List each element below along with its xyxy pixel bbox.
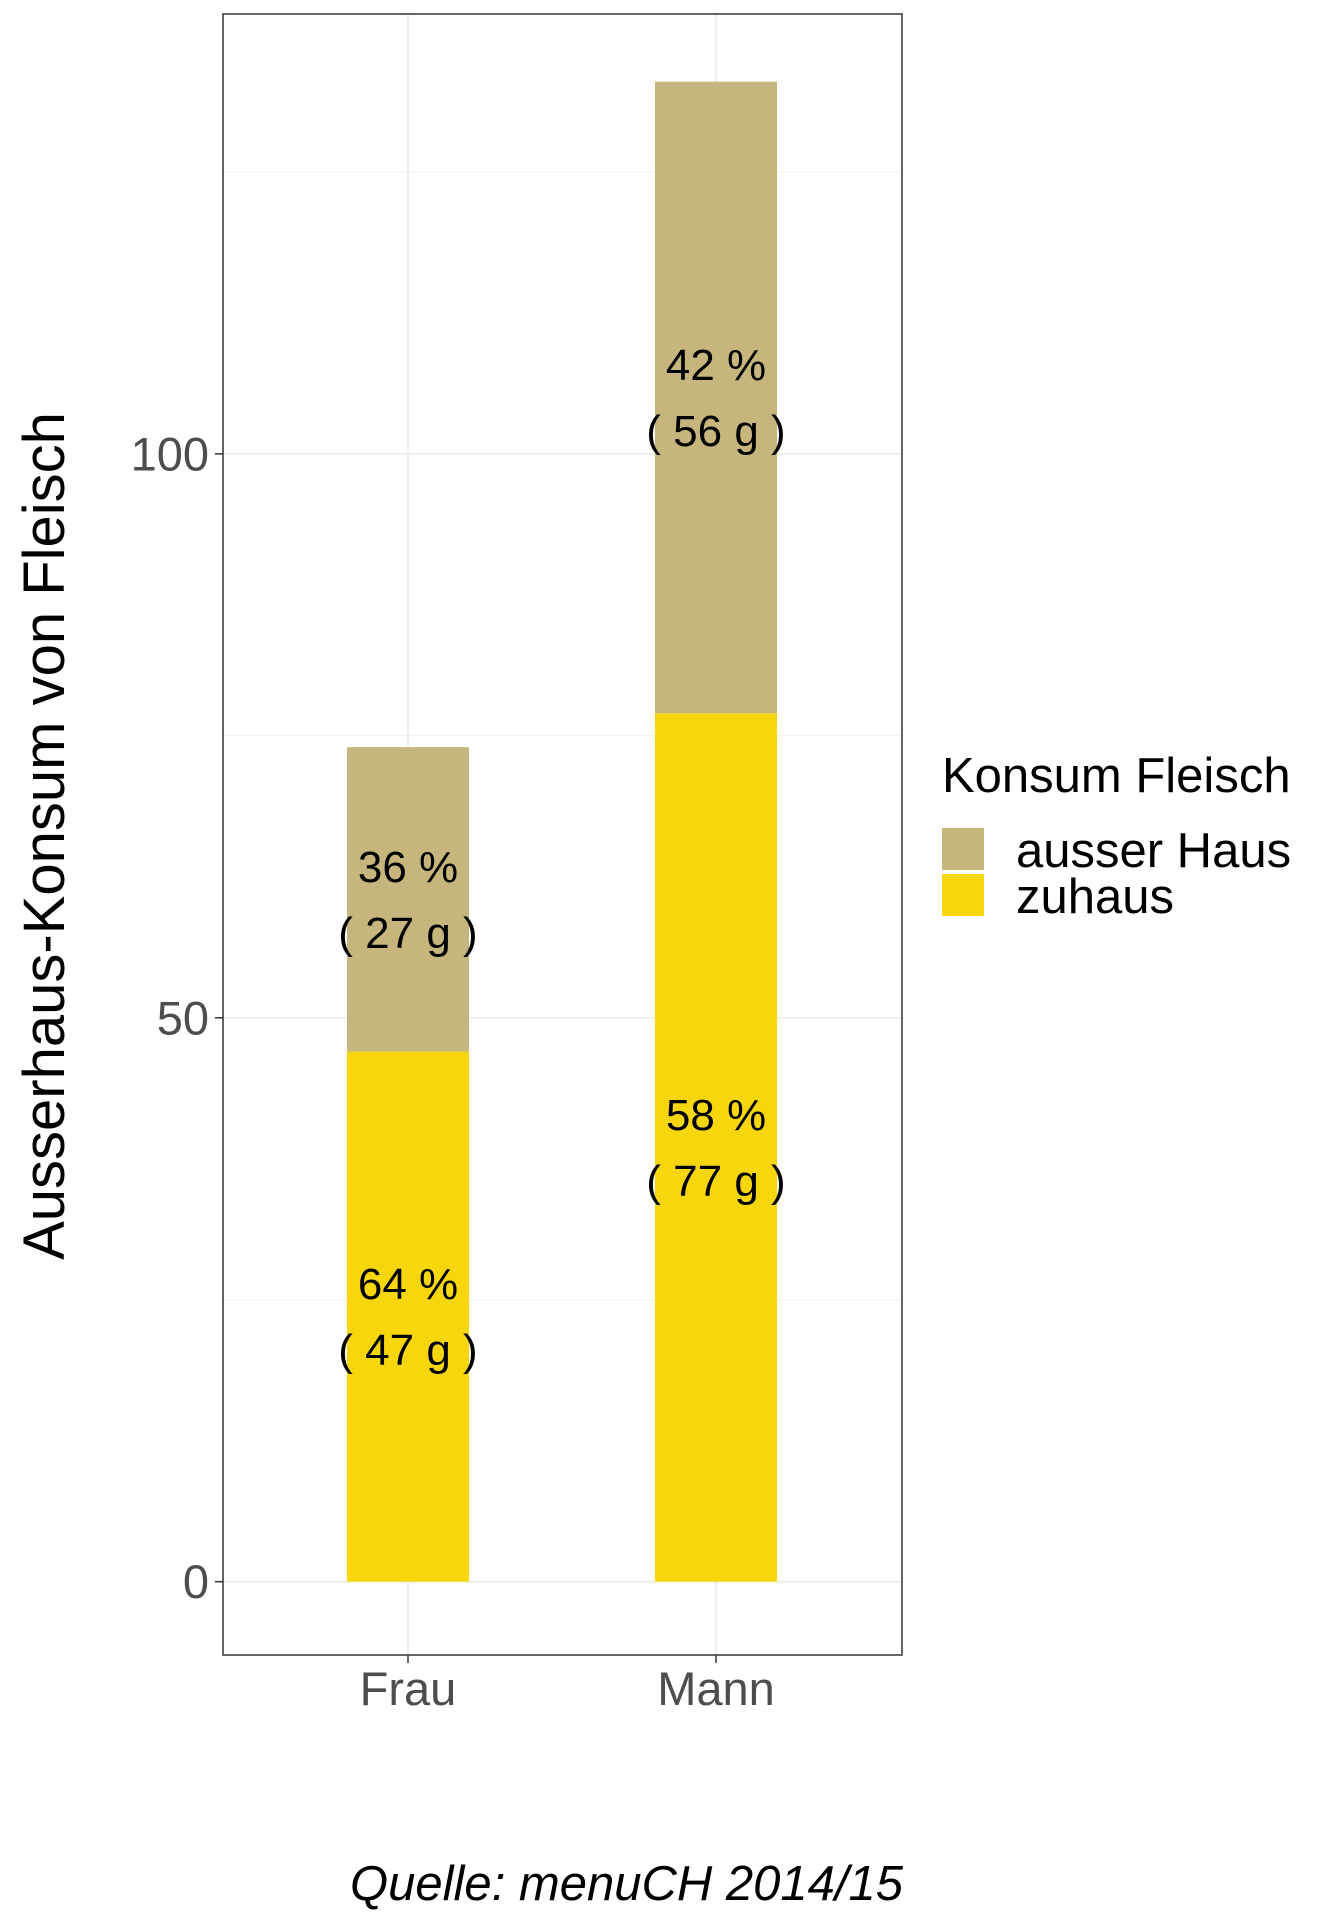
bar-labels: 64 % ( 47 g ) 36 % ( 27 g ) 58 % ( 77 g ) 42 %… (338, 341, 785, 1375)
data-label-frau-ausser-haus-0: 36 % (358, 843, 458, 892)
legend-key-ausser-haus (942, 828, 984, 870)
data-label-frau-zuhaus-1: ( 47 g ) (338, 1326, 477, 1375)
y-axis-title: Ausserhaus-Konsum von Fleisch (12, 412, 77, 1260)
data-label-mann-ausser-haus-0: 42 % (666, 341, 766, 390)
source-caption: Quelle: menuCH 2014/15 (350, 1857, 903, 1911)
y-tick-label-100: 100 (131, 427, 209, 480)
bar-mann-zuhaus (655, 713, 777, 1582)
data-label-mann-zuhaus-1: ( 77 g ) (646, 1157, 785, 1206)
legend-key-zuhaus (942, 874, 984, 916)
grid-lines (223, 14, 902, 1655)
y-tick-label-0: 0 (183, 1555, 209, 1608)
x-tick-label-mann: Mann (657, 1662, 775, 1715)
data-label-frau-ausser-haus-1: ( 27 g ) (338, 909, 477, 958)
bar-mann-ausser-haus (655, 81, 777, 714)
y-axis: 0 50 100 (131, 427, 223, 1608)
data-label-frau-zuhaus-0: 64 % (358, 1260, 458, 1309)
legend-label-zuhaus: zuhaus (1016, 870, 1175, 924)
y-tick-label-50: 50 (157, 991, 209, 1044)
legend-label-ausser-haus: ausser Haus (1016, 824, 1292, 878)
legend-title: Konsum Fleisch (942, 749, 1291, 803)
data-label-mann-zuhaus-0: 58 % (666, 1091, 766, 1140)
x-tick-label-frau: Frau (360, 1662, 457, 1715)
bar-frau-zuhaus (347, 1051, 469, 1582)
x-axis: Frau Mann (360, 1655, 775, 1715)
panel-border (222, 13, 903, 1656)
bar-frau-ausser-haus (347, 747, 469, 1052)
bars (347, 81, 777, 1582)
data-label-mann-ausser-haus-1: ( 56 g ) (646, 407, 785, 456)
